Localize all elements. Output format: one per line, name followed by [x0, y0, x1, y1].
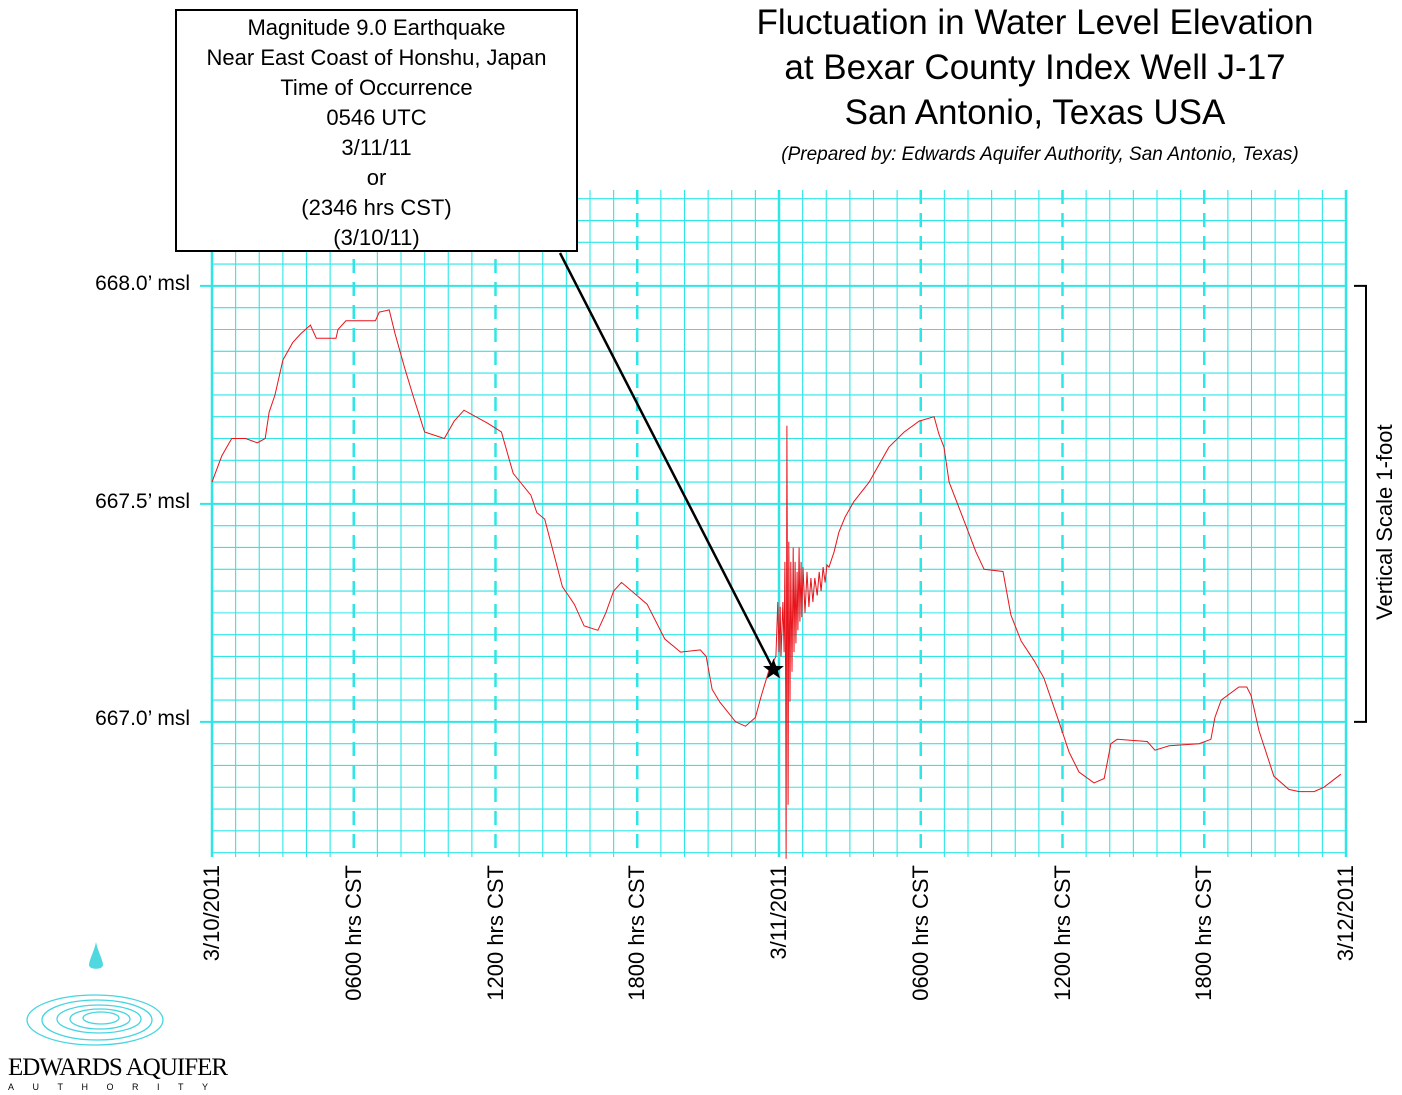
annotation-line: Magnitude 9.0 Earthquake — [247, 15, 506, 40]
y-tick-label: 668.0’ msl — [95, 272, 190, 295]
vertical-scale-label: Vertical Scale 1-foot — [1372, 424, 1397, 620]
x-tick-label: 1800 hrs CST — [1191, 865, 1217, 1001]
water-level-line — [211, 309, 1342, 859]
x-tick-label: 3/11/2011 — [766, 865, 791, 960]
annotation-line: (3/10/11) — [333, 225, 420, 250]
x-tick-label: 0600 hrs CST — [340, 865, 366, 1001]
annotation-line: 3/11/11 — [341, 135, 412, 160]
annotation-line: Near East Coast of Honshu, Japan — [206, 45, 547, 70]
ripple-icon — [26, 994, 164, 1046]
x-tick-label: 1200 hrs CST — [1049, 865, 1075, 1001]
x-tick-label: 0600 hrs CST — [907, 865, 933, 1001]
earthquake-star-marker — [763, 658, 784, 679]
title-line: Fluctuation in Water Level Elevation — [756, 3, 1314, 42]
annotation-line: (2346 hrs CST) — [301, 195, 452, 220]
edwards-aquifer-logo — [26, 942, 164, 1046]
y-tick-label: 667.0’ msl — [95, 707, 190, 730]
title-line: at Bexar County Index Well J-17 — [784, 48, 1286, 87]
vertical-scale-bracket — [1354, 284, 1367, 723]
logo-name: EDWARDS AQUIFER — [8, 1054, 228, 1081]
annotation-line: or — [366, 165, 387, 190]
title-line: San Antonio, Texas USA — [844, 93, 1226, 132]
water-drop-icon — [89, 942, 103, 969]
annotation-pointer-line — [558, 252, 775, 671]
x-tick-label: 1200 hrs CST — [482, 865, 508, 1001]
x-tick-label: 3/10/2011 — [199, 865, 224, 962]
grid — [200, 190, 1348, 857]
y-tick-label: 667.5’ msl — [95, 490, 190, 513]
logo-subtitle: AUTHORITY — [8, 1082, 227, 1092]
bracket-line — [1354, 284, 1367, 723]
chart-subtitle: (Prepared by: Edwards Aquifer Authority,… — [781, 144, 1299, 165]
chart-title: Fluctuation in Water Level Elevation at … — [700, 0, 1370, 135]
earthquake-annotation-box: Magnitude 9.0 Earthquake Near East Coast… — [175, 9, 578, 252]
x-tick-label: 3/12/2011 — [1333, 865, 1358, 962]
x-tick-label: 1800 hrs CST — [624, 865, 650, 1001]
annotation-line: Time of Occurrence — [280, 75, 473, 100]
annotation-line: 0546 UTC — [326, 105, 427, 130]
